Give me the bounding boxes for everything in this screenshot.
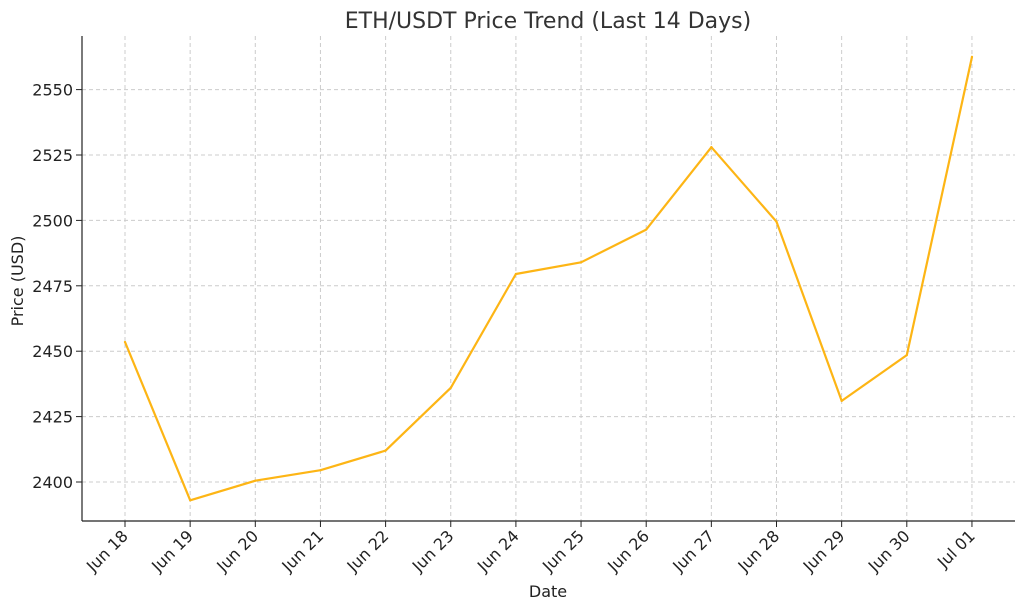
y-tick-label: 2450	[32, 342, 73, 361]
y-tick-label: 2400	[32, 473, 73, 492]
y-tick-label: 2550	[32, 81, 73, 100]
x-tick-label: Jun 21	[277, 526, 327, 576]
x-ticks: Jun 18 Jun 19 Jun 20 Jun 21 Jun 22 Jun 23 Jun …	[82, 521, 979, 576]
x-tick-label: Jun 28	[734, 526, 784, 576]
data-point	[449, 386, 452, 389]
x-tick-label: Jul 01	[933, 526, 979, 572]
data-point	[840, 399, 843, 403]
y-tick-label: 2500	[32, 211, 73, 230]
x-tick-label: Jun 25	[538, 526, 588, 576]
x-tick-label: Jun 20	[212, 526, 262, 576]
data-point	[514, 272, 518, 276]
data-point	[579, 261, 583, 264]
data-point	[189, 499, 192, 502]
data-point	[319, 469, 322, 472]
data-point	[775, 220, 778, 223]
series-layer	[123, 55, 974, 502]
x-tick-label: Jun 22	[343, 526, 393, 576]
data-point	[710, 146, 713, 149]
data-point	[645, 228, 648, 231]
price-line	[123, 55, 974, 502]
y-axis-label: Price (USD)	[8, 236, 27, 327]
data-point	[905, 354, 908, 357]
x-tick-label: Jun 26	[603, 526, 653, 576]
data-point	[970, 55, 974, 59]
x-axis-label: Date	[529, 582, 567, 601]
y-ticks: 2400 2425 2450 2475 2500 2525 2550	[32, 81, 82, 492]
x-tick-label: Jun 18	[82, 526, 132, 576]
chart-title: ETH/USDT Price Trend (Last 14 Days)	[345, 9, 751, 34]
grid	[82, 36, 1015, 521]
x-tick-label: Jun 29	[799, 526, 849, 576]
data-point	[384, 449, 387, 452]
x-tick-label: Jun 19	[147, 526, 197, 576]
y-tick-label: 2425	[32, 408, 73, 427]
y-tick-label: 2525	[32, 146, 73, 165]
data-point	[254, 479, 257, 482]
x-tick-label: Jun 30	[864, 526, 914, 576]
data-point	[123, 340, 127, 344]
x-tick-label: Jun 23	[408, 526, 458, 576]
y-tick-label: 2475	[32, 277, 73, 296]
x-tick-label: Jun 27	[668, 526, 718, 576]
axes	[81, 36, 1015, 522]
x-tick-label: Jun 24	[473, 526, 523, 576]
